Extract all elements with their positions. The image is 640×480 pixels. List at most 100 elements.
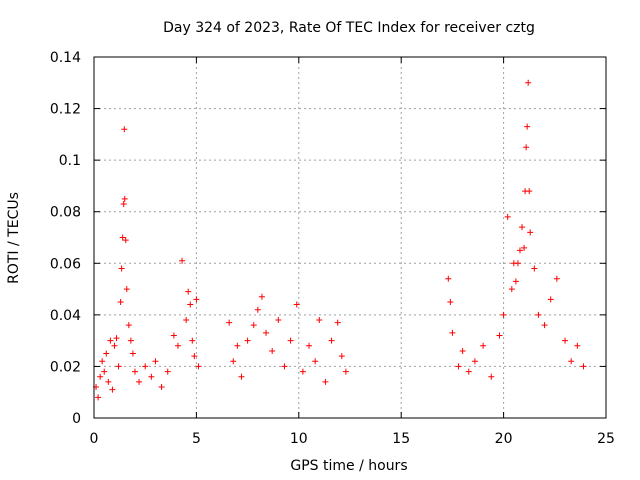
- data-point: [504, 213, 511, 220]
- data-point: [254, 306, 261, 313]
- data-point: [342, 368, 349, 375]
- data-point: [526, 188, 533, 195]
- data-point: [524, 123, 531, 130]
- data-point: [152, 358, 159, 365]
- data-point: [158, 384, 165, 391]
- data-point: [97, 373, 104, 380]
- data-point: [455, 363, 462, 370]
- data-point: [328, 337, 335, 344]
- data-point: [519, 224, 526, 231]
- x-tick-label: 15: [392, 431, 410, 447]
- y-tick-label: 0.14: [50, 50, 81, 66]
- data-point: [525, 79, 532, 86]
- data-point: [191, 353, 198, 360]
- data-point: [142, 363, 149, 370]
- data-point: [553, 275, 560, 282]
- data-point: [568, 358, 575, 365]
- data-point: [111, 342, 118, 349]
- data-points: [93, 79, 587, 401]
- data-point: [471, 358, 478, 365]
- data-point: [281, 363, 288, 370]
- data-point: [185, 288, 192, 295]
- data-point: [496, 332, 503, 339]
- data-point: [95, 394, 102, 401]
- y-axis-label: ROTI / TECUs: [6, 192, 22, 284]
- data-point: [189, 337, 196, 344]
- data-point: [121, 126, 128, 133]
- data-point: [238, 373, 245, 380]
- x-tick-label: 5: [192, 431, 201, 447]
- data-point: [531, 265, 538, 272]
- data-point: [574, 342, 581, 349]
- x-tick-label: 0: [90, 431, 99, 447]
- y-tick-label: 0.06: [50, 256, 81, 272]
- data-point: [109, 386, 116, 393]
- y-tick-labels: 0 0.02 0.04 0.06 0.08 0.1 0.12 0.14: [50, 50, 81, 427]
- data-point: [125, 322, 132, 329]
- data-point: [121, 195, 128, 202]
- data-point: [122, 237, 129, 244]
- data-point: [316, 317, 323, 324]
- data-point: [193, 296, 200, 303]
- data-point: [480, 342, 487, 349]
- chart-title: Day 324 of 2023, Rate Of TEC Index for r…: [163, 20, 535, 36]
- data-point: [547, 296, 554, 303]
- data-point: [118, 265, 125, 272]
- data-point: [447, 298, 454, 305]
- data-point: [250, 322, 257, 329]
- data-point: [244, 337, 251, 344]
- data-point: [99, 358, 106, 365]
- data-point: [258, 293, 265, 300]
- data-point: [103, 350, 110, 357]
- data-point: [465, 368, 472, 375]
- data-point: [136, 378, 143, 385]
- grid-lines: [94, 57, 606, 418]
- x-tick-label: 10: [290, 431, 308, 447]
- data-point: [459, 347, 466, 354]
- x-axis-label: GPS time / hours: [290, 458, 407, 474]
- data-point: [101, 368, 108, 375]
- data-point: [521, 244, 528, 251]
- data-point: [541, 322, 548, 329]
- data-point: [514, 260, 521, 267]
- plot-frame: [93, 56, 607, 419]
- data-point: [115, 363, 122, 370]
- data-point: [107, 337, 114, 344]
- data-point: [269, 347, 276, 354]
- data-point: [131, 368, 138, 375]
- data-point: [120, 200, 127, 207]
- data-point: [148, 373, 155, 380]
- x-tick-labels: 0 5 10 15 20 25: [90, 431, 615, 447]
- data-point: [230, 358, 237, 365]
- data-point: [226, 319, 233, 326]
- data-point: [119, 234, 126, 241]
- data-point: [488, 373, 495, 380]
- data-point: [334, 319, 341, 326]
- data-point: [527, 229, 534, 236]
- data-point: [105, 378, 112, 385]
- data-point: [179, 257, 186, 264]
- data-point: [113, 335, 120, 342]
- data-point: [562, 337, 569, 344]
- data-point: [170, 332, 177, 339]
- data-point: [287, 337, 294, 344]
- data-point: [123, 286, 130, 293]
- data-point: [174, 342, 181, 349]
- data-point: [312, 358, 319, 365]
- data-point: [338, 353, 345, 360]
- data-point: [445, 275, 452, 282]
- data-point: [500, 311, 507, 318]
- data-point: [129, 350, 136, 357]
- y-tick-label: 0.02: [50, 359, 81, 375]
- y-tick-label: 0.1: [59, 153, 81, 169]
- data-point: [306, 342, 313, 349]
- data-point: [187, 301, 194, 308]
- y-tick-label: 0.04: [50, 308, 81, 324]
- y-tick-label: 0.08: [50, 205, 81, 221]
- y-tick-label: 0: [72, 411, 81, 427]
- data-point: [164, 368, 171, 375]
- data-point: [449, 329, 456, 336]
- data-point: [299, 368, 306, 375]
- data-point: [183, 317, 190, 324]
